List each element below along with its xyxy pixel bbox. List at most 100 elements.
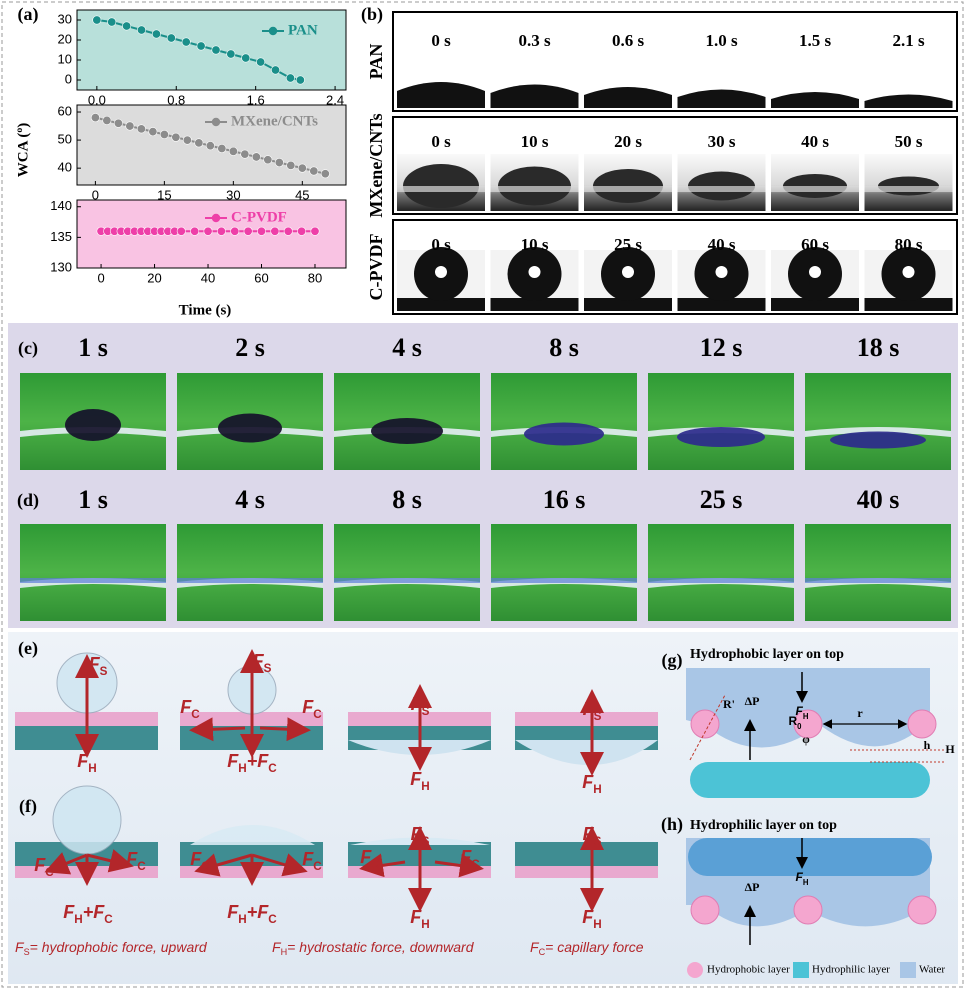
photo-row-frame (392, 11, 958, 112)
data-point (274, 158, 284, 168)
data-point (310, 226, 320, 236)
hydrophobic-fiber (907, 709, 937, 739)
time-label: 1 s (78, 333, 108, 362)
force-label: FC (360, 847, 380, 871)
subscript: S (422, 835, 430, 848)
data-point (107, 17, 117, 27)
data-point (190, 226, 200, 236)
subscript: C (104, 913, 113, 926)
force-arrow (251, 853, 308, 877)
hydrophobic-fiber (793, 895, 823, 925)
time-label: 0 s (431, 31, 451, 50)
text-part: F (34, 855, 46, 875)
text-part: = capillary force (545, 939, 644, 955)
panel-label: (h) (661, 814, 683, 835)
data-point (216, 226, 226, 236)
water-film (334, 578, 480, 583)
data-point (257, 226, 267, 236)
data-point (285, 73, 295, 83)
force-label: FH+FC (227, 751, 277, 775)
legend-swatch (793, 962, 809, 978)
data-point (203, 226, 213, 236)
subscript: 0 (797, 722, 802, 731)
y-tick-label: 140 (50, 198, 72, 213)
text-part: F (360, 847, 372, 867)
subscript: H (238, 913, 246, 926)
photo (805, 373, 951, 470)
panel-label: (b) (361, 4, 383, 25)
substrate (864, 186, 953, 192)
y-axis-title: WCA (º) (15, 123, 31, 178)
row-label: MXene/CNTs (366, 113, 386, 217)
pressure-label: ΔP (745, 880, 760, 894)
droplet (830, 431, 926, 449)
data-point (148, 127, 158, 137)
force-label: FS (583, 699, 602, 723)
substrate (771, 298, 859, 311)
substrate (490, 186, 579, 192)
time-label: 0 s (431, 235, 451, 254)
data-point (256, 57, 266, 67)
time-label: 8 s (549, 333, 579, 362)
legend-text: FS= hydrophobic force, upward (15, 939, 208, 958)
data-point (125, 121, 135, 131)
force-arrow (194, 853, 253, 877)
x-tick-label: 1.6 (247, 92, 265, 107)
y-tick-label: 60 (58, 103, 72, 118)
text-part: = hydrophobic force, upward (30, 939, 208, 955)
droplet (52, 785, 122, 855)
data-point (240, 149, 250, 159)
x-tick-label: 30 (226, 187, 240, 202)
droplet-glint (715, 266, 728, 278)
data-point (286, 160, 296, 170)
time-label: 0.6 s (612, 31, 645, 50)
force-label: FC (302, 697, 322, 721)
time-label: 2.1 s (892, 31, 925, 50)
text-part: F (460, 847, 472, 867)
force-arrow (359, 853, 406, 878)
force-label: FC (460, 847, 480, 871)
subscript: S (594, 710, 602, 723)
time-label: 10 s (521, 235, 549, 254)
text-part: F (411, 694, 423, 714)
legend-label: PAN (288, 22, 318, 38)
hydrophobic-fiber (907, 895, 937, 925)
hydrophilic-fiber (688, 838, 932, 876)
y-tick-label: 20 (58, 31, 72, 46)
y-tick-label: 30 (58, 11, 72, 26)
text-part: F (410, 907, 422, 927)
water (190, 825, 315, 845)
subscript: C (471, 858, 480, 871)
subscript: C (268, 762, 277, 775)
substrate (771, 186, 859, 192)
data-point (176, 226, 186, 236)
force-label: FS (253, 651, 272, 675)
data-point (297, 163, 307, 173)
subscript: H (593, 783, 601, 796)
water-film (491, 578, 637, 583)
x-tick-label: 2.4 (326, 92, 344, 107)
text-part: F (227, 902, 239, 922)
legend-label: MXene/CNTs (231, 113, 318, 129)
data-point (90, 113, 100, 123)
legend-marker (268, 26, 278, 36)
time-label: 16 s (543, 485, 586, 514)
text-part: F (126, 849, 138, 869)
data-point (251, 152, 261, 162)
data-point (230, 226, 240, 236)
subscript: H (88, 762, 96, 775)
subscript: H (74, 913, 82, 926)
subscript: H (593, 918, 601, 931)
x-tick-label: 0.8 (167, 92, 185, 107)
data-point (226, 49, 236, 59)
big-h-label: H (945, 742, 955, 756)
subscript: C (191, 708, 200, 721)
subscript: S (594, 835, 602, 848)
photo (20, 524, 166, 621)
y-tick-label: 50 (58, 132, 72, 147)
force-label: FH (582, 907, 601, 931)
droplet (397, 82, 485, 108)
text-part: F (253, 651, 265, 671)
phi-label: φ (802, 732, 810, 746)
